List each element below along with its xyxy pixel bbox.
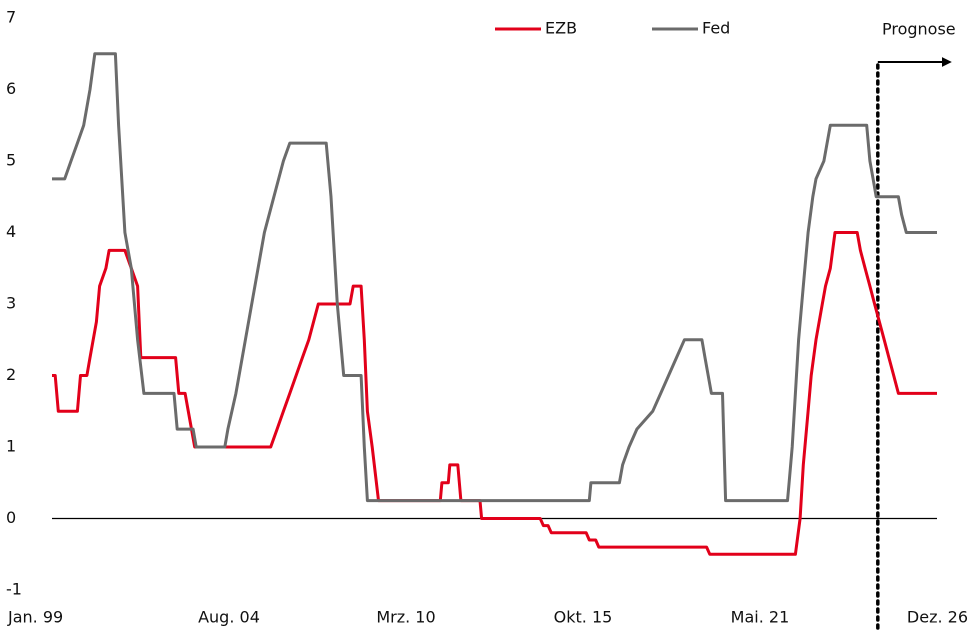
- x-tick-label: Aug. 04: [198, 608, 260, 627]
- legend-label: Fed: [702, 19, 730, 38]
- y-tick-label: -1: [6, 580, 22, 599]
- x-tick-label: Mai. 21: [731, 608, 790, 627]
- y-tick-label: 4: [6, 222, 16, 241]
- y-tick-label: 3: [6, 294, 16, 313]
- x-tick-label: Okt. 15: [554, 608, 613, 627]
- y-tick-label: 7: [6, 8, 16, 27]
- y-tick-label: 5: [6, 151, 16, 170]
- x-tick-label: Mrz. 10: [376, 608, 435, 627]
- series-line: [52, 52, 937, 503]
- y-tick-label: 2: [6, 365, 16, 384]
- annotation: Prognose: [882, 20, 956, 39]
- y-tick-label: 0: [6, 508, 16, 527]
- x-tick-label: Dez. 26: [907, 608, 968, 627]
- y-tick-label: 6: [6, 79, 16, 98]
- y-tick-label: 1: [6, 437, 16, 456]
- legend-label: EZB: [545, 19, 577, 38]
- x-tick-label: Jan. 99: [7, 608, 63, 627]
